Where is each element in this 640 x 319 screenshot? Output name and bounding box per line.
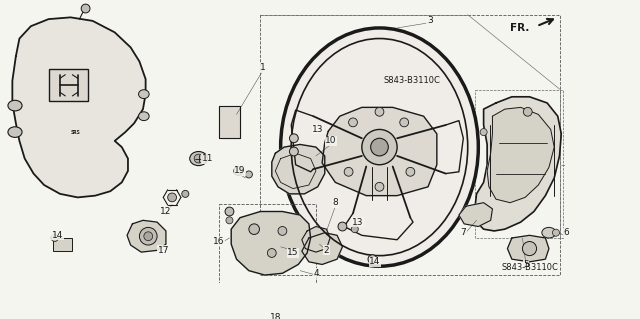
Text: 16: 16 — [213, 237, 225, 246]
Circle shape — [400, 118, 408, 127]
Text: 2: 2 — [324, 246, 330, 255]
Circle shape — [81, 4, 90, 13]
Ellipse shape — [189, 152, 207, 166]
Text: S843-B3110C: S843-B3110C — [384, 76, 440, 85]
Text: 5: 5 — [523, 260, 529, 269]
Circle shape — [268, 249, 276, 257]
Text: 18: 18 — [269, 313, 281, 319]
Ellipse shape — [8, 100, 22, 111]
Circle shape — [305, 287, 312, 294]
Circle shape — [245, 171, 252, 178]
Ellipse shape — [542, 227, 556, 238]
Text: 17: 17 — [157, 246, 169, 255]
Polygon shape — [127, 220, 166, 252]
Polygon shape — [508, 235, 549, 262]
Polygon shape — [270, 288, 310, 315]
Text: 11: 11 — [202, 154, 213, 163]
Text: 1: 1 — [260, 63, 266, 72]
Circle shape — [349, 118, 357, 127]
Bar — [49, 70, 88, 101]
Circle shape — [289, 147, 298, 156]
Bar — [53, 238, 72, 251]
Text: SRS: SRS — [70, 130, 80, 135]
Circle shape — [225, 207, 234, 216]
Circle shape — [406, 167, 415, 176]
Circle shape — [51, 234, 58, 241]
Circle shape — [552, 229, 559, 236]
Text: 8: 8 — [332, 198, 338, 207]
Circle shape — [375, 108, 384, 116]
Circle shape — [289, 134, 298, 143]
Circle shape — [522, 241, 536, 256]
Text: S843-B3110C: S843-B3110C — [501, 263, 558, 272]
Circle shape — [480, 129, 487, 136]
Circle shape — [362, 130, 397, 165]
Circle shape — [144, 232, 153, 241]
Polygon shape — [487, 108, 554, 203]
Text: 6: 6 — [564, 228, 570, 237]
Polygon shape — [12, 17, 146, 197]
Ellipse shape — [8, 127, 22, 137]
Polygon shape — [219, 106, 240, 138]
Text: 13: 13 — [351, 218, 363, 226]
Polygon shape — [231, 211, 310, 275]
Text: 19: 19 — [234, 167, 246, 175]
Circle shape — [351, 226, 358, 233]
Circle shape — [278, 226, 287, 235]
Circle shape — [375, 182, 384, 191]
Circle shape — [168, 193, 177, 202]
Circle shape — [140, 227, 157, 245]
Polygon shape — [302, 233, 342, 264]
Circle shape — [182, 190, 189, 197]
Circle shape — [524, 108, 532, 116]
Bar — [260, 15, 561, 275]
Text: 14: 14 — [52, 231, 63, 240]
Text: 3: 3 — [427, 16, 433, 26]
Circle shape — [226, 217, 233, 224]
Circle shape — [194, 154, 203, 163]
Polygon shape — [272, 145, 324, 194]
Text: FR.: FR. — [510, 23, 529, 33]
Text: 7: 7 — [460, 228, 466, 237]
Circle shape — [234, 167, 243, 175]
Ellipse shape — [138, 90, 149, 99]
Circle shape — [368, 255, 377, 263]
Text: 12: 12 — [160, 207, 172, 216]
Polygon shape — [322, 108, 437, 196]
Bar — [219, 204, 316, 293]
Polygon shape — [459, 203, 492, 226]
Text: 10: 10 — [325, 137, 337, 145]
Text: 13: 13 — [312, 125, 323, 134]
Text: 4: 4 — [313, 269, 319, 278]
Circle shape — [338, 222, 347, 231]
Text: 15: 15 — [287, 249, 299, 257]
Text: 14: 14 — [369, 257, 381, 266]
Circle shape — [371, 138, 388, 156]
Circle shape — [249, 224, 259, 234]
Circle shape — [344, 167, 353, 176]
Ellipse shape — [280, 28, 478, 266]
Polygon shape — [475, 97, 561, 231]
Ellipse shape — [138, 112, 149, 121]
Circle shape — [284, 294, 298, 308]
Circle shape — [288, 298, 295, 305]
Polygon shape — [302, 226, 330, 252]
